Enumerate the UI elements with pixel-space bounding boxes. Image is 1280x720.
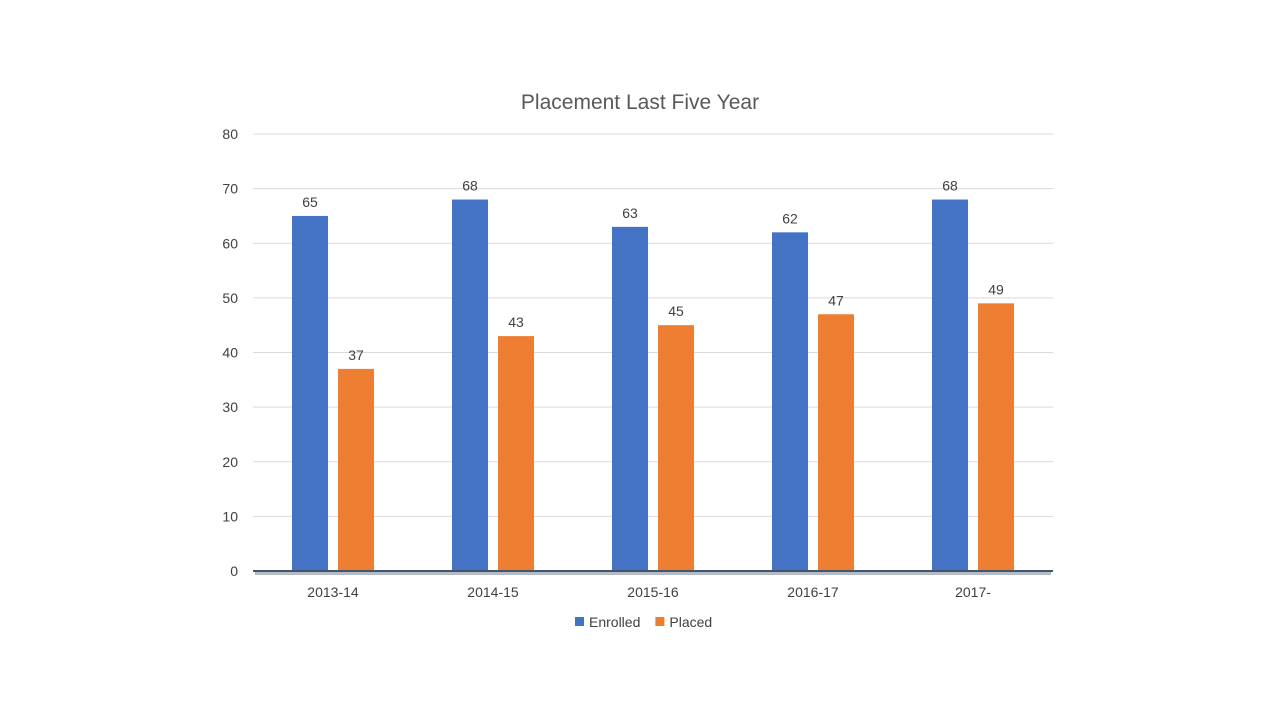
legend: Enrolled Placed — [575, 614, 712, 630]
bar-enrolled-2017- — [932, 199, 968, 572]
x-axis — [253, 570, 1053, 575]
bar-placed-2014-15 — [498, 336, 534, 571]
data-label: 49 — [988, 281, 1004, 297]
x-tick-label: 2013-14 — [307, 584, 359, 600]
legend-swatch-enrolled — [575, 617, 584, 626]
bar-placed-2013-14 — [338, 368, 374, 571]
x-axis-ticks: 2013-14 2014-15 2015-16 2016-17 2017- — [307, 584, 991, 600]
data-label: 63 — [622, 205, 638, 221]
data-label: 45 — [668, 303, 684, 319]
y-tick-label: 30 — [222, 399, 238, 415]
bar-enrolled-2014-15 — [452, 199, 488, 572]
y-axis-ticks: 0 10 20 30 40 50 60 70 80 — [222, 126, 238, 579]
y-tick-label: 80 — [222, 126, 238, 142]
legend-label-enrolled: Enrolled — [589, 614, 640, 630]
data-label: 68 — [462, 178, 478, 194]
bar-placed-2017- — [978, 303, 1014, 571]
data-label: 37 — [348, 347, 364, 363]
legend-swatch-placed — [655, 617, 665, 626]
y-tick-label: 10 — [222, 508, 238, 524]
y-tick-label: 0 — [230, 563, 238, 579]
x-tick-label: 2016-17 — [787, 584, 839, 600]
bars — [292, 199, 1014, 572]
chart-title: Placement Last Five Year — [521, 91, 759, 114]
legend-label-placed: Placed — [669, 614, 712, 630]
gridlines — [253, 133, 1053, 517]
x-tick-label: 2017- — [955, 584, 991, 600]
bar-enrolled-2016-17 — [772, 232, 808, 571]
data-label: 62 — [782, 210, 798, 226]
y-tick-label: 40 — [222, 345, 238, 361]
bar-placed-2016-17 — [818, 314, 854, 571]
data-label: 65 — [302, 194, 318, 210]
y-tick-label: 70 — [222, 181, 238, 197]
data-label: 43 — [508, 314, 524, 330]
y-tick-label: 60 — [222, 235, 238, 251]
x-tick-label: 2014-15 — [467, 584, 519, 600]
data-label: 47 — [828, 292, 844, 308]
bar-placed-2015-16 — [658, 325, 694, 571]
y-tick-label: 20 — [222, 454, 238, 470]
bar-enrolled-2013-14 — [292, 215, 328, 571]
x-tick-label: 2015-16 — [627, 584, 679, 600]
y-tick-label: 50 — [222, 290, 238, 306]
data-label: 68 — [942, 178, 958, 194]
bar-enrolled-2015-16 — [612, 226, 648, 572]
data-labels: 65 37 68 43 63 45 62 47 68 49 — [302, 178, 1004, 363]
